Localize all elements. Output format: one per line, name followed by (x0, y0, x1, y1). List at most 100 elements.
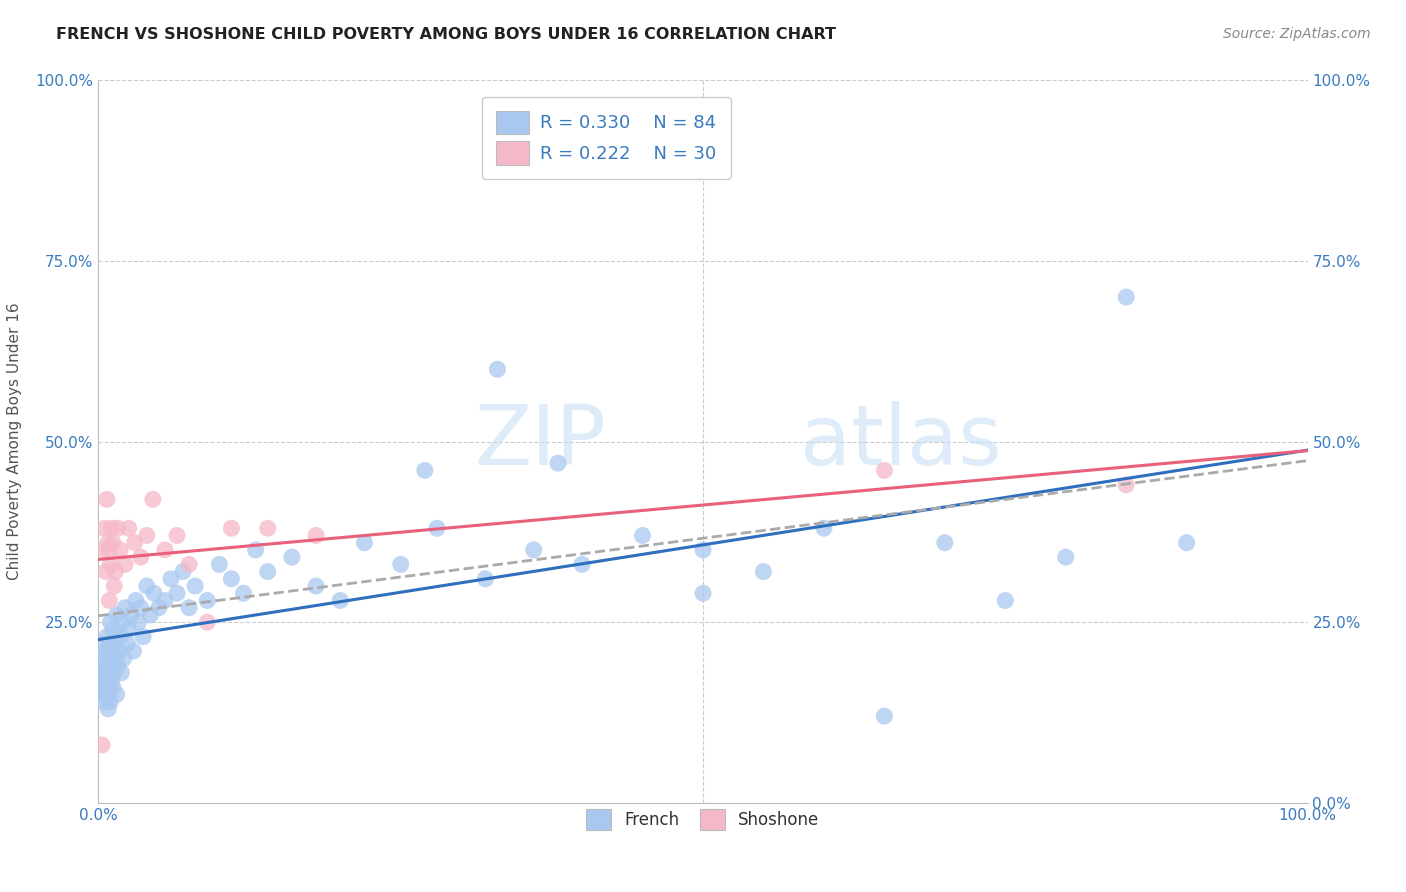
Point (142, 492, 165, 507)
Point (172, 565, 194, 579)
Point (148, 600, 170, 615)
Point (195, 615, 218, 630)
Point (107, 658, 129, 673)
Point (104, 651, 127, 665)
Point (523, 542, 546, 557)
Point (98, 542, 121, 557)
Point (934, 535, 956, 549)
Point (125, 593, 148, 607)
Point (114, 600, 136, 615)
Point (873, 463, 896, 477)
Point (166, 586, 188, 600)
Point (94, 658, 117, 673)
Point (139, 607, 162, 622)
Point (692, 542, 714, 557)
Point (120, 607, 142, 622)
Point (93, 695, 115, 709)
Point (129, 550, 152, 565)
Point (179, 558, 201, 572)
Point (96, 630, 118, 644)
Point (547, 456, 569, 470)
Point (91, 687, 114, 701)
Point (245, 542, 267, 557)
Point (96, 492, 118, 507)
Point (103, 665, 125, 680)
Point (184, 579, 207, 593)
Point (91, 542, 114, 557)
Point (91, 651, 114, 665)
Point (256, 521, 278, 535)
Point (1175, 535, 1198, 549)
Point (90, 665, 112, 680)
Text: atlas: atlas (800, 401, 1001, 482)
Point (91, 738, 114, 752)
Point (96, 665, 118, 680)
Point (100, 644, 122, 658)
Point (105, 607, 128, 622)
Point (153, 593, 176, 607)
Point (132, 630, 155, 644)
Point (166, 528, 188, 542)
Point (100, 658, 122, 673)
Point (110, 665, 132, 680)
Point (103, 579, 125, 593)
Point (100, 695, 122, 709)
Text: ZIP: ZIP (474, 401, 606, 482)
Point (117, 637, 139, 651)
Point (208, 558, 231, 572)
Point (107, 521, 129, 535)
Point (1054, 550, 1077, 565)
Point (100, 558, 122, 572)
Point (143, 586, 166, 600)
Point (105, 687, 128, 701)
Point (98, 593, 121, 607)
Point (127, 615, 149, 630)
Point (94, 680, 117, 694)
Point (114, 558, 136, 572)
Y-axis label: Child Poverty Among Boys Under 16: Child Poverty Among Boys Under 16 (7, 302, 21, 581)
Point (94, 644, 117, 658)
Point (1115, 290, 1137, 304)
Point (873, 709, 896, 723)
Point (256, 565, 278, 579)
Point (101, 680, 124, 694)
Point (353, 535, 375, 549)
Point (112, 651, 135, 665)
Point (93, 637, 115, 651)
Point (104, 565, 127, 579)
Legend: French, Shoshone: French, Shoshone (575, 797, 831, 841)
Text: Source: ZipAtlas.com: Source: ZipAtlas.com (1223, 27, 1371, 41)
Point (129, 600, 152, 615)
Point (97, 651, 120, 665)
Point (413, 463, 436, 477)
Point (118, 521, 141, 535)
Point (103, 637, 125, 651)
Point (98, 680, 121, 694)
Point (994, 593, 1017, 607)
Point (232, 586, 254, 600)
Point (135, 528, 157, 542)
Point (93, 665, 115, 680)
Point (93, 521, 115, 535)
Point (96, 687, 118, 701)
Point (135, 579, 157, 593)
Point (100, 673, 122, 687)
Point (153, 542, 176, 557)
Point (100, 521, 122, 535)
Point (474, 572, 496, 586)
Point (221, 572, 243, 586)
Point (813, 521, 835, 535)
Point (571, 558, 593, 572)
Point (100, 615, 122, 630)
Point (389, 558, 412, 572)
Point (179, 600, 201, 615)
Point (305, 528, 328, 542)
Point (631, 528, 654, 542)
Point (426, 521, 449, 535)
Point (752, 565, 775, 579)
Point (108, 644, 131, 658)
Point (108, 630, 131, 644)
Point (281, 550, 304, 565)
Point (97, 673, 120, 687)
Point (1115, 478, 1137, 492)
